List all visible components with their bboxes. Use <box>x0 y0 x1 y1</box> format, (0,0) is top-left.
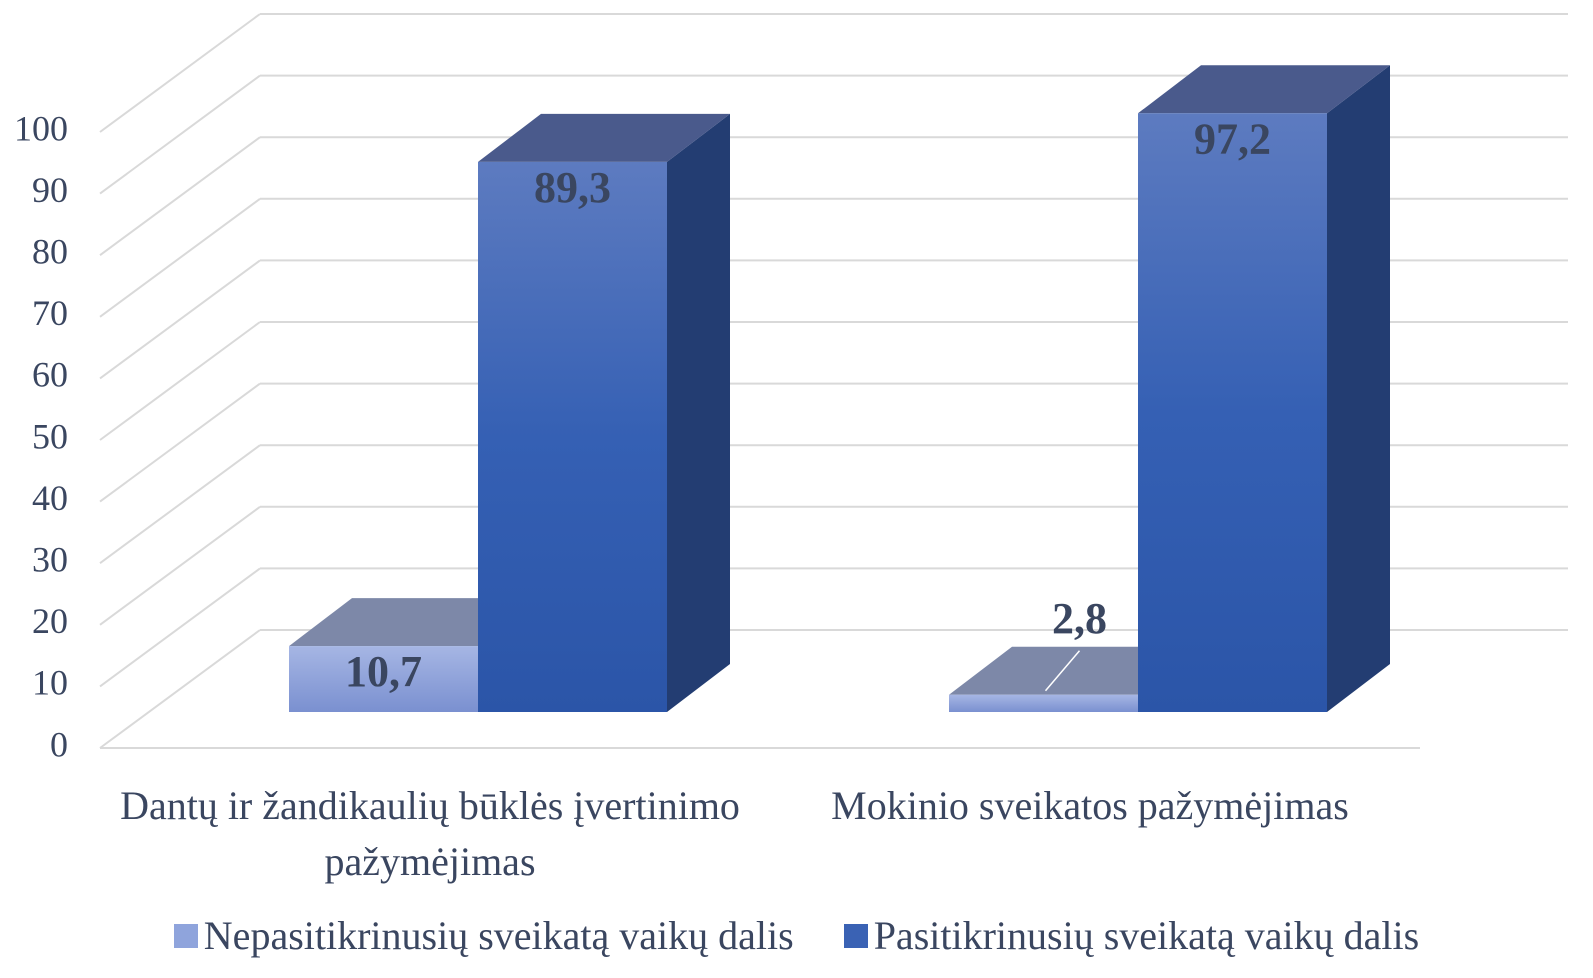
y-tick-label: 40 <box>32 478 68 518</box>
bar <box>478 161 667 713</box>
bar-top <box>1138 65 1390 114</box>
bar-side <box>1327 65 1390 713</box>
y-tick-label: 90 <box>32 170 68 210</box>
grid-line <box>99 321 261 441</box>
bar <box>949 694 1138 712</box>
grid-line <box>99 259 261 380</box>
bar-top <box>478 113 730 162</box>
bar <box>289 646 478 712</box>
data-label: 97,2 <box>1194 114 1271 163</box>
legend-swatch <box>843 923 868 948</box>
x-tick-label: Dantų ir žandikaulių būklės įvertinimo p… <box>120 783 740 884</box>
legend-label: Nepasitikrinusių sveikatą vaikų dalis <box>203 913 794 958</box>
legend-label: Pasitikrinusių sveikatą vaikų dalis <box>873 913 1420 958</box>
data-label: 89,3 <box>534 163 611 212</box>
grid-line <box>99 13 261 133</box>
bar <box>1138 113 1327 713</box>
y-tick-label: 0 <box>50 724 68 764</box>
data-label: 10,7 <box>345 647 422 696</box>
grid-line <box>99 567 261 688</box>
y-tick-label: 70 <box>32 293 68 333</box>
grid-line <box>99 444 261 565</box>
x-tick-label: Mokinio sveikatos pažymėjimas <box>831 783 1349 828</box>
grid-line <box>99 629 261 749</box>
y-tick-label: 80 <box>32 231 68 271</box>
legend-item: Pasitikrinusių sveikatą vaikų dalis <box>843 912 1420 959</box>
y-tick-label: 50 <box>32 416 68 456</box>
legend-swatch <box>173 923 198 948</box>
chart: 0 10 20 30 40 50 60 70 80 90 100 10,7 89,3 2,8 97,2 <box>14 13 1568 764</box>
bar-side <box>667 113 730 713</box>
grid-line <box>99 505 261 626</box>
y-tick-label: 60 <box>32 355 68 395</box>
grid-line <box>99 136 261 257</box>
legend-item: Nepasitikrinusių sveikatą vaikų dalis <box>173 912 794 959</box>
y-tick-label: 10 <box>32 663 68 703</box>
legend: Nepasitikrinusių sveikatą vaikų dalis Pas… <box>0 912 1593 959</box>
y-tick-label: 100 <box>14 108 68 148</box>
y-tick-label: 20 <box>32 601 68 641</box>
grid-line <box>99 74 261 195</box>
data-label: 2,8 <box>1052 594 1107 643</box>
y-tick-label: 30 <box>32 539 68 579</box>
leader-line <box>1044 650 1081 692</box>
grid-line <box>99 197 261 318</box>
grid-line <box>99 382 261 503</box>
